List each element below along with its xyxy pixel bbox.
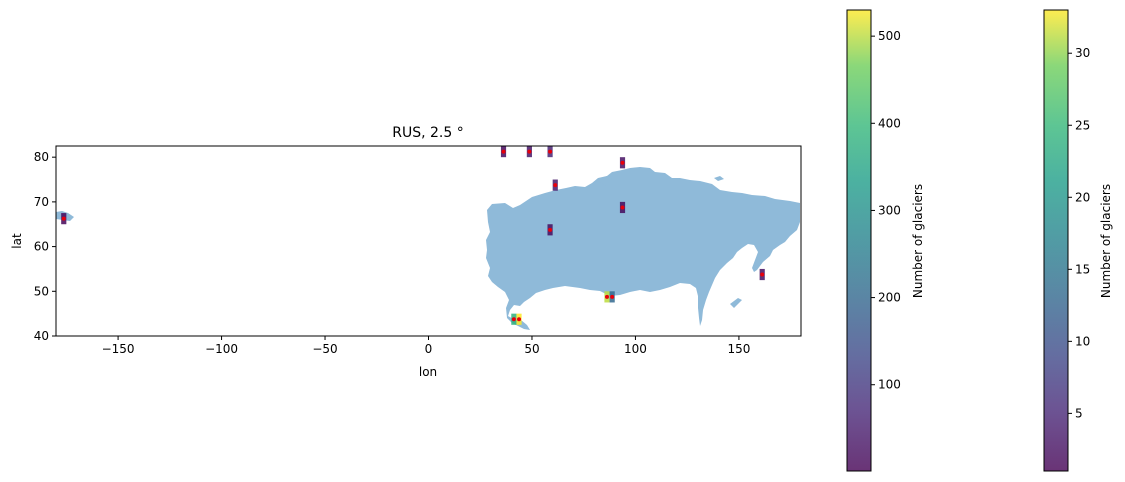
- colorbar-1-label: Number of glaciers: [911, 184, 925, 298]
- land-layer: [56, 167, 800, 330]
- colorbar-2: 5 10 15 20 25 30 Number of glaciers: [1043, 9, 1113, 472]
- x-axis: −150 −100 −50 0 50 100 150: [102, 336, 750, 356]
- glacier-point: [527, 149, 532, 154]
- russia-landmass: [730, 298, 742, 308]
- glacier-point: [548, 149, 553, 154]
- y-axis-label: lat: [10, 233, 24, 249]
- glacier-point: [517, 317, 522, 322]
- x-axis-label: lon: [419, 365, 437, 379]
- colorbar-tick-label: 100: [878, 378, 901, 392]
- y-tick-label: 60: [34, 240, 49, 254]
- glacier-point: [511, 317, 516, 322]
- russia-landmass: [600, 175, 612, 186]
- x-tick-label: 50: [524, 342, 539, 356]
- glacier-point: [553, 183, 558, 188]
- colorbar-tick-label: 300: [878, 203, 901, 217]
- y-tick-label: 80: [34, 150, 49, 164]
- y-tick-label: 40: [34, 329, 49, 343]
- colorbar-tick-label: 25: [1075, 118, 1090, 132]
- colorbar-2-frame: [1043, 9, 1069, 472]
- colorbar-tick-label: 500: [878, 29, 901, 43]
- x-tick-label: 100: [624, 342, 647, 356]
- colorbar-tick-label: 30: [1075, 46, 1090, 60]
- colorbar-1-ticks: 100 200 300 400 500: [871, 29, 901, 392]
- x-tick-label: 0: [425, 342, 433, 356]
- colorbar-2-label: Number of glaciers: [1099, 184, 1113, 298]
- x-tick-label: 150: [727, 342, 750, 356]
- colorbar-tick-label: 15: [1075, 262, 1090, 276]
- colorbar-tick-label: 5: [1075, 406, 1083, 420]
- colorbar-tick-label: 10: [1075, 334, 1090, 348]
- x-tick-label: −150: [102, 342, 135, 356]
- glacier-point: [620, 160, 625, 165]
- chart-title: RUS, 2.5 °: [392, 125, 463, 141]
- x-tick-label: −100: [205, 342, 238, 356]
- colorbar-1-frame: [846, 9, 872, 472]
- colorbar-1-gradient: [847, 10, 871, 471]
- glacier-point: [604, 294, 609, 299]
- y-axis: 40 50 60 70 80: [34, 150, 56, 343]
- y-tick-label: 70: [34, 195, 49, 209]
- colorbar-2-ticks: 5 10 15 20 25 30: [1068, 46, 1090, 420]
- glacier-point: [61, 216, 66, 221]
- colorbar-tick-label: 20: [1075, 190, 1090, 204]
- x-tick-label: −50: [312, 342, 337, 356]
- colorbar-1: 100 200 300 400 500 Number of glaciers: [846, 9, 925, 472]
- colorbar-2-gradient: [1044, 10, 1068, 471]
- glacier-points: [61, 149, 765, 322]
- russia-landmass: [486, 167, 800, 330]
- colorbar-tick-label: 200: [878, 291, 901, 305]
- glacier-point: [548, 227, 553, 232]
- glacier-point: [760, 272, 765, 277]
- map-plot-area: [56, 146, 800, 330]
- glacier-point: [501, 149, 506, 154]
- colorbar-tick-label: 400: [878, 116, 901, 130]
- glacier-point: [620, 205, 625, 210]
- y-tick-label: 50: [34, 284, 49, 298]
- glacier-point: [610, 294, 615, 299]
- russia-landmass: [714, 176, 724, 181]
- map-axes: RUS, 2.5 ° −150 −100 −50 0 50 100 150 40 50 60 70…: [10, 125, 802, 379]
